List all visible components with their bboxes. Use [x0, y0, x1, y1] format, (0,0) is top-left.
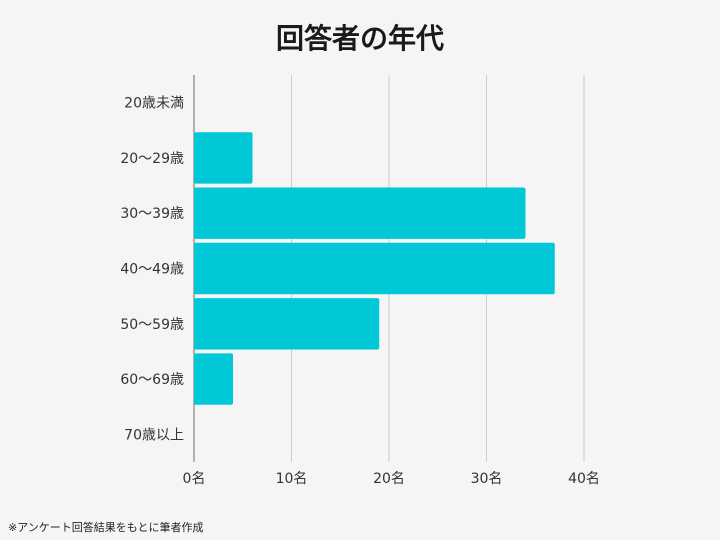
- bar: [194, 242, 555, 295]
- category-label: 50〜59歳: [120, 317, 184, 333]
- x-tick-label: 10名: [276, 471, 308, 487]
- x-tick-label: 0名: [183, 471, 206, 487]
- x-tick-labels: 0名 10名 20名 30名 40名: [183, 471, 600, 487]
- chart-title: 回答者の年代: [276, 22, 444, 55]
- category-labels: 20歳未満 20〜29歳 30〜39歳 40〜49歳 50〜59歳 60〜69歳 70歳以上: [120, 96, 184, 444]
- bars: [194, 132, 555, 405]
- bar: [194, 353, 233, 405]
- bar: [194, 298, 380, 350]
- category-label: 70歳以上: [124, 427, 184, 443]
- bar: [194, 187, 526, 239]
- category-label: 60〜69歳: [120, 372, 184, 388]
- x-tick-label: 40名: [568, 471, 600, 487]
- category-label: 20歳未満: [124, 96, 184, 112]
- category-label: 40〜49歳: [120, 262, 184, 278]
- x-tick-label: 20名: [373, 471, 405, 487]
- category-label: 20〜29歳: [120, 151, 184, 167]
- x-tick-label: 30名: [471, 471, 503, 487]
- footnote: ※アンケート回答結果をもとに筆者作成: [8, 520, 204, 534]
- category-label: 30〜39歳: [120, 206, 184, 222]
- bar: [194, 132, 253, 184]
